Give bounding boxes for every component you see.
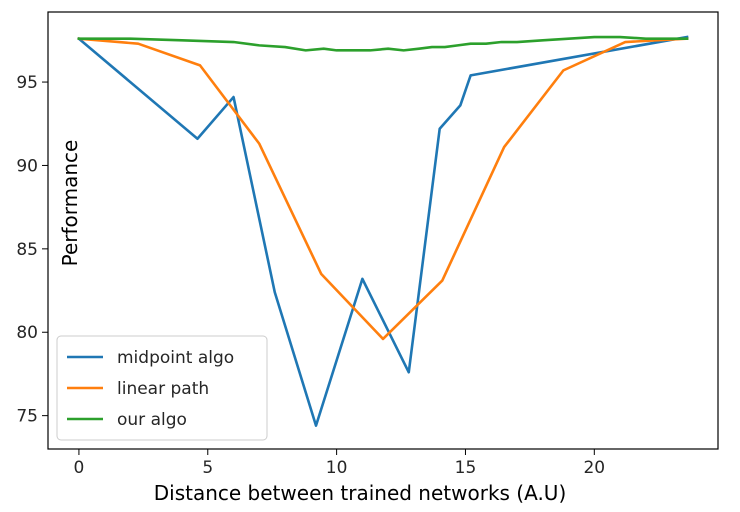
y-tick-label: 75 [16,407,38,427]
series-line-1 [77,37,689,341]
x-axis-ticks: 0 5 10 15 20 [74,449,605,478]
y-tick-label: 85 [16,240,38,260]
x-tick-label: 5 [202,458,213,478]
y-tick-label: 95 [16,73,38,93]
plot-lines [77,35,689,427]
x-tick-label: 0 [74,458,85,478]
y-axis-ticks: 75 80 85 90 95 [16,73,48,427]
plot-frame [47,11,719,450]
legend: midpoint algo linear path our algo [56,335,268,441]
legend-label: linear path [117,379,209,399]
y-tick-label: 90 [16,156,38,176]
x-tick-label: 15 [455,458,477,478]
x-tick-label: 10 [326,458,348,478]
legend-label: our algo [117,410,187,430]
y-tick-label: 80 [16,323,38,343]
series-line-0 [77,35,689,427]
legend-label: midpoint algo [117,348,234,368]
x-tick-label: 20 [583,458,605,478]
series-line-2 [77,35,689,52]
x-axis-label: Distance between trained networks (A.U) [154,481,567,505]
y-axis-label: Performance [58,140,82,267]
legend-box [56,335,268,441]
